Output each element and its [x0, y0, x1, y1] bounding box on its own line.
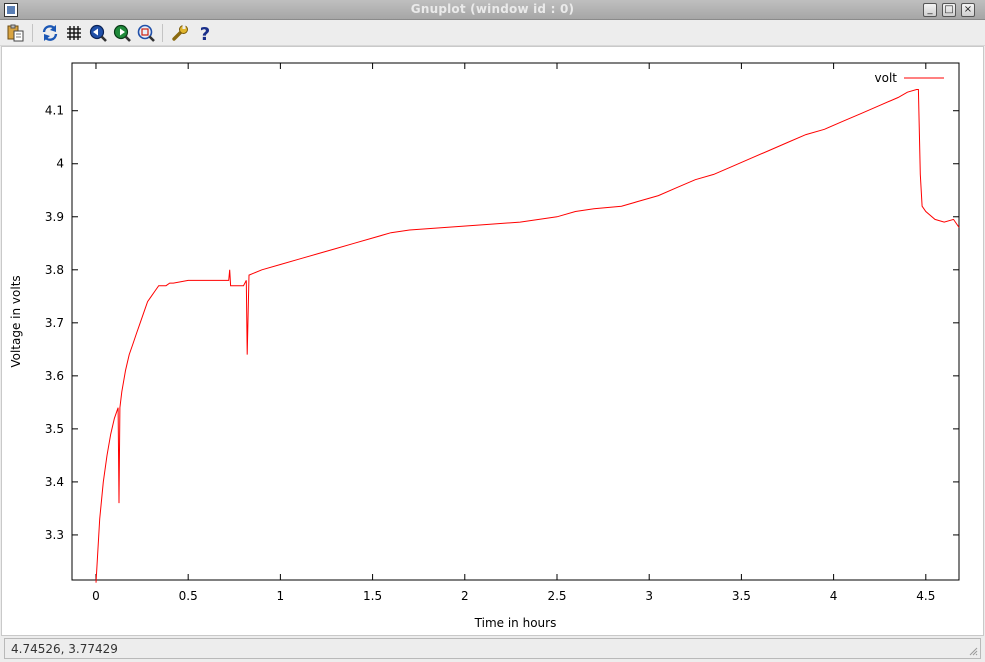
autoscale-button[interactable] [136, 23, 156, 43]
x-tick-label: 0.5 [179, 589, 198, 603]
zoom-fit-icon [137, 24, 155, 42]
status-bar: 4.74526, 3.77429 [4, 638, 981, 659]
plot-border [71, 62, 960, 581]
y-tick-label: 4.1 [45, 104, 64, 118]
x-tick-label: 2.5 [547, 589, 566, 603]
x-tick-label: 0 [92, 589, 100, 603]
x-tick-label: 4.5 [916, 589, 935, 603]
app-icon[interactable] [4, 3, 18, 17]
y-tick-label: 3.3 [45, 528, 64, 542]
x-tick-label: 1.5 [363, 589, 382, 603]
plot-canvas[interactable]: 0 0.5 1 1.5 2 2.5 3 3.5 4 4.5 3.3 3.4 3.5 3.6 3.7 3.8 3.… [1, 46, 984, 636]
y-tick-label: 3.5 [45, 422, 64, 436]
zoom-back-icon [89, 24, 107, 42]
legend-label: volt [875, 71, 898, 85]
x-axis-label: Time in hours [474, 616, 557, 630]
x-tick-label: 2 [461, 589, 469, 603]
y-tick-label: 3.4 [45, 475, 64, 489]
x-tick-label: 3.5 [732, 589, 751, 603]
window-titlebar[interactable]: Gnuplot (window id : 0) _ □ × [0, 0, 985, 20]
wrench-icon [172, 25, 188, 41]
help-icon: ? [200, 24, 210, 43]
y-tick-label: 4 [56, 157, 64, 171]
toggle-grid-button[interactable] [64, 23, 84, 43]
close-button[interactable]: × [961, 3, 975, 17]
y-tick-label: 3.6 [45, 369, 64, 383]
window-title: Gnuplot (window id : 0) [410, 2, 575, 16]
refresh-icon [42, 25, 58, 41]
y-tick-label: 3.9 [45, 210, 64, 224]
maximize-button[interactable]: □ [942, 3, 956, 17]
y-tick-label: 3.8 [45, 263, 64, 277]
y-tick-label: 3.7 [45, 316, 64, 330]
previous-zoom-button[interactable] [88, 23, 108, 43]
x-tick-label: 3 [645, 589, 653, 603]
toolbar: ? [0, 20, 985, 46]
chart-svg[interactable]: 0 0.5 1 1.5 2 2.5 3 3.5 4 4.5 3.3 3.4 3.5 3.6 3.7 3.8 3.… [2, 47, 983, 635]
zoom-forward-icon [113, 24, 131, 42]
mouse-coordinates: 4.74526, 3.77429 [11, 642, 118, 656]
copy-to-clipboard-button[interactable] [5, 23, 25, 43]
y-axis-label: Voltage in volts [9, 275, 23, 367]
x-tick-label: 1 [277, 589, 285, 603]
help-button[interactable]: ? [195, 23, 215, 43]
series-line-volt [95, 89, 960, 583]
minimize-button[interactable]: _ [923, 3, 937, 17]
settings-button[interactable] [170, 23, 190, 43]
clipboard-icon [7, 24, 24, 42]
next-zoom-button[interactable] [112, 23, 132, 43]
replot-button[interactable] [40, 23, 60, 43]
svg-text:?: ? [200, 24, 210, 43]
grid-icon [67, 26, 81, 40]
resize-grip-icon[interactable] [968, 646, 978, 656]
x-tick-label: 4 [830, 589, 838, 603]
